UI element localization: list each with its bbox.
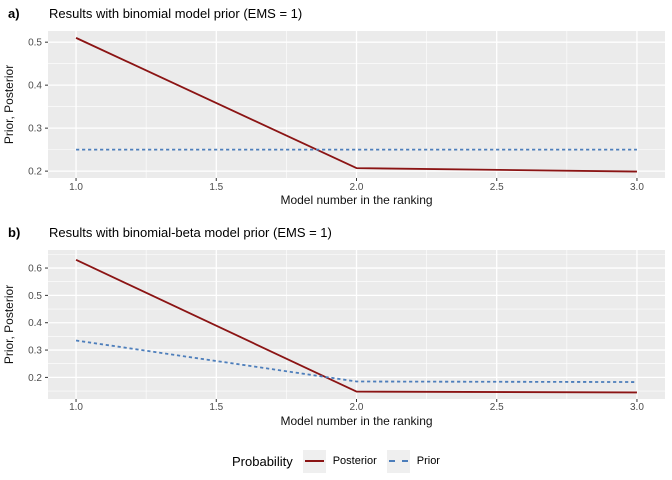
legend: Probability Posterior Prior: [0, 446, 672, 476]
y-axis-title: Prior, Posterior: [2, 285, 16, 364]
chart-panel-a: 1.0 1.5 2.0 2.5 3.0 0.2 0.3 0.4 0.5 a) Results wit…: [2, 6, 665, 207]
x-tick-label: 2.5: [490, 182, 504, 193]
legend-item-posterior: Posterior: [302, 449, 377, 473]
x-axis-title: Model number in the ranking: [280, 193, 432, 207]
legend-key-prior: [386, 449, 410, 473]
x-axis-title: Model number in the ranking: [280, 414, 432, 428]
y-tick-label: 0.3: [28, 124, 42, 135]
legend-label-posterior: Posterior: [332, 455, 377, 467]
x-tick-label: 2.0: [350, 402, 364, 413]
x-tick-label: 2.0: [350, 182, 364, 193]
x-tick-label: 1.5: [209, 402, 223, 413]
legend-label-prior: Prior: [416, 455, 440, 467]
y-tick-label: 0.5: [28, 291, 42, 302]
chart-title: Results with binomial-beta model prior (…: [49, 225, 332, 240]
series-line-posterior: [75, 37, 637, 173]
y-tick-label: 0.5: [28, 38, 42, 49]
y-tick-label: 0.6: [28, 264, 42, 275]
chart-title: Results with binomial model prior (EMS =…: [49, 6, 302, 21]
y-tick-label: 0.2: [28, 167, 42, 178]
posterior-line-swatch: [304, 460, 324, 462]
y-tick-label: 0.3: [28, 346, 42, 357]
x-tick-label: 3.0: [630, 182, 644, 193]
x-tick-label: 1.5: [209, 182, 223, 193]
chart-panel-b: 1.0 1.5 2.0 2.5 3.0 0.2 0.3 0.4 0.5 0.6 b) Results …: [2, 225, 665, 428]
legend-key-posterior: [302, 449, 326, 473]
legend-title: Probability: [232, 453, 293, 469]
x-tick-label: 3.0: [630, 402, 644, 413]
panel-tag: b): [8, 225, 20, 240]
legend-item-prior: Prior: [386, 449, 440, 473]
series-line-prior: [75, 339, 637, 383]
prior-line-swatch: [388, 460, 408, 462]
series-line-posterior: [75, 259, 637, 394]
y-tick-label: 0.2: [28, 373, 42, 384]
x-tick-label: 1.0: [69, 402, 83, 413]
panel-tag: a): [8, 6, 20, 21]
x-tick-label: 1.0: [69, 182, 83, 193]
x-tick-label: 2.5: [490, 402, 504, 413]
y-axis-title: Prior, Posterior: [2, 65, 16, 144]
y-tick-label: 0.4: [28, 318, 42, 329]
y-tick-label: 0.4: [28, 81, 42, 92]
